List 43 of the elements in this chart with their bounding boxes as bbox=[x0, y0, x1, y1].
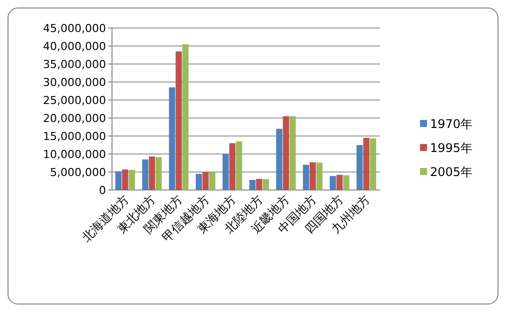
bar bbox=[176, 51, 182, 190]
y-tick-label: 40,000,000 bbox=[43, 40, 106, 53]
bar bbox=[229, 143, 236, 190]
bar bbox=[128, 170, 135, 190]
y-tick-label: 45,000,000 bbox=[43, 22, 106, 35]
y-tick-label: 10,000,000 bbox=[43, 148, 106, 161]
legend-label: 1970年 bbox=[430, 117, 473, 131]
bar bbox=[249, 180, 256, 190]
bar bbox=[282, 116, 290, 190]
bar bbox=[209, 172, 216, 190]
y-tick-label: 5,000,000 bbox=[50, 166, 106, 179]
bar bbox=[310, 162, 316, 190]
bar bbox=[148, 156, 156, 190]
bar bbox=[276, 128, 282, 190]
bar bbox=[122, 169, 128, 190]
bar bbox=[330, 176, 336, 190]
y-tick-label: 15,000,000 bbox=[43, 130, 106, 143]
bar bbox=[370, 138, 376, 190]
y-tick-label: 35,000,000 bbox=[43, 58, 106, 71]
bar bbox=[142, 159, 148, 190]
y-tick-label: 0 bbox=[99, 184, 106, 197]
y-tick-label: 30,000,000 bbox=[43, 76, 106, 89]
bar bbox=[236, 141, 242, 190]
bar bbox=[182, 44, 189, 190]
bar bbox=[202, 172, 209, 190]
bar bbox=[336, 174, 343, 190]
bar bbox=[222, 154, 229, 190]
bar bbox=[156, 157, 162, 190]
bar bbox=[115, 171, 122, 190]
bar bbox=[262, 179, 269, 190]
bar bbox=[363, 138, 370, 190]
bar bbox=[256, 178, 262, 190]
bar bbox=[290, 116, 296, 190]
y-tick-label: 25,000,000 bbox=[43, 94, 106, 107]
legend-label: 1995年 bbox=[430, 141, 473, 155]
legend-label: 2005年 bbox=[430, 165, 473, 179]
y-tick-label: 20,000,000 bbox=[43, 112, 106, 125]
bar bbox=[316, 162, 323, 190]
bar bbox=[343, 175, 350, 190]
bar bbox=[196, 174, 202, 190]
bar bbox=[356, 145, 363, 190]
bar bbox=[302, 164, 310, 190]
bar bbox=[168, 87, 176, 190]
